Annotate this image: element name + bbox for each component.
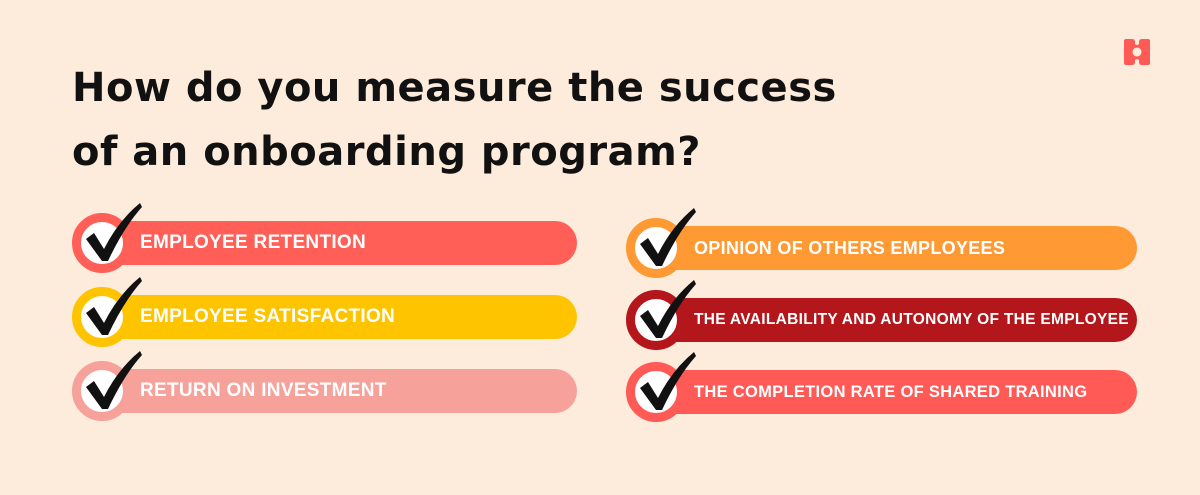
checklist-item: THE AVAILABILITY AND AUTONOMY OF THE EMP… [626,280,1137,350]
checklist-item: EMPLOYEE SATISFACTION [72,277,577,347]
item-bar [100,369,577,413]
item-label: EMPLOYEE RETENTION [140,232,367,253]
checkmark-icon [640,352,696,410]
item-bar [654,226,1137,270]
item-label: OPINION OF OTHERS EMPLOYEES [694,238,1006,258]
check-circle [626,218,686,278]
title-line-2: of an onboarding program? [72,129,701,175]
checklist-item: OPINION OF OTHERS EMPLOYEES [626,208,1137,278]
checklist-item: THE COMPLETION RATE OF SHARED TRAINING [626,352,1137,422]
item-bar [100,221,577,265]
item-bar [654,370,1137,414]
brand-logo-icon [1124,39,1150,65]
item-label: THE AVAILABILITY AND AUTONOMY OF THE EMP… [694,311,1129,328]
item-label: THE COMPLETION RATE OF SHARED TRAINING [694,383,1088,401]
title-line-1: How do you measure the success [72,65,837,111]
checklist-item: EMPLOYEE RETENTION [72,203,577,273]
item-label: EMPLOYEE SATISFACTION [140,306,396,327]
check-circle [626,362,686,422]
item-bar [654,298,1137,342]
item-bar [100,295,577,339]
page-title: How do you measure the success of an onbo… [72,56,837,184]
check-circle [72,287,132,347]
checkmark-icon [640,280,696,338]
checkmark-icon [86,203,142,261]
checkmark-icon [640,208,696,266]
checklist-item: RETURN ON INVESTMENT [72,351,577,421]
item-label: RETURN ON INVESTMENT [140,380,387,401]
checkmark-icon [86,351,142,409]
checkmark-icon [86,277,142,335]
